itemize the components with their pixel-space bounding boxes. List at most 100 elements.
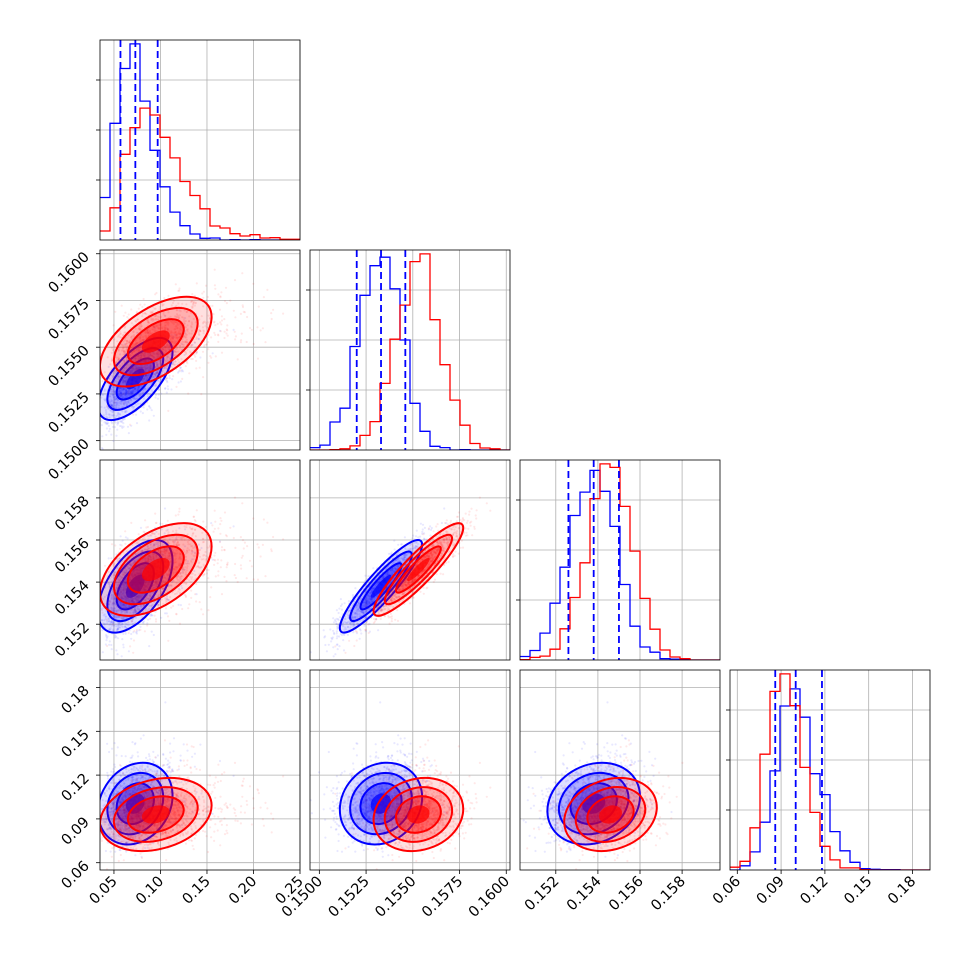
sample-point bbox=[165, 322, 168, 325]
sample-point bbox=[186, 328, 189, 331]
sample-point bbox=[155, 330, 158, 333]
sample-point bbox=[158, 359, 161, 362]
sample-point bbox=[147, 321, 150, 324]
sample-point bbox=[138, 325, 141, 328]
sample-point bbox=[154, 366, 157, 369]
sample-point bbox=[146, 321, 150, 324]
sample-point bbox=[137, 307, 140, 310]
sample-point bbox=[165, 366, 168, 369]
sample-point bbox=[156, 363, 159, 366]
sample-point bbox=[147, 332, 150, 335]
sample-point bbox=[110, 557, 113, 560]
sample-point bbox=[160, 347, 163, 350]
sample-point bbox=[117, 356, 120, 359]
sample-point bbox=[138, 328, 141, 331]
sample-point bbox=[256, 357, 260, 360]
sample-point bbox=[226, 324, 229, 327]
sample-point bbox=[138, 338, 142, 341]
sample-point bbox=[144, 376, 147, 379]
sample-point bbox=[168, 619, 171, 623]
sample-point bbox=[150, 367, 153, 370]
sample-point bbox=[140, 361, 143, 364]
sample-point bbox=[206, 295, 209, 299]
sample-point bbox=[132, 366, 135, 369]
sample-point bbox=[190, 344, 193, 347]
sample-point bbox=[130, 308, 133, 311]
sample-point bbox=[205, 343, 208, 346]
sample-point bbox=[114, 379, 117, 382]
sample-point bbox=[131, 368, 134, 371]
sample-point bbox=[198, 329, 202, 333]
sample-point bbox=[115, 361, 118, 364]
sample-point bbox=[132, 350, 136, 353]
sample-point bbox=[205, 569, 208, 572]
sample-point bbox=[185, 340, 188, 343]
sample-point bbox=[176, 336, 179, 339]
sample-point bbox=[111, 400, 114, 403]
sample-point bbox=[112, 439, 115, 443]
sample-point bbox=[116, 375, 119, 378]
sample-point bbox=[114, 416, 117, 420]
histogram-blue bbox=[520, 469, 720, 660]
sample-point bbox=[146, 622, 149, 625]
sample-point bbox=[191, 293, 194, 296]
sample-point bbox=[135, 367, 138, 370]
sample-point bbox=[119, 332, 122, 335]
sample-point bbox=[223, 549, 226, 552]
sample-point bbox=[143, 378, 146, 381]
sample-point bbox=[108, 430, 111, 433]
sample-point bbox=[232, 536, 235, 540]
sample-point bbox=[143, 354, 146, 357]
sample-point bbox=[150, 409, 153, 412]
sample-point bbox=[156, 353, 159, 356]
sample-point bbox=[142, 338, 145, 341]
sample-point bbox=[178, 287, 181, 290]
sample-point bbox=[155, 366, 158, 369]
sample-point bbox=[241, 554, 244, 558]
sample-point bbox=[153, 325, 156, 328]
sample-point bbox=[149, 354, 152, 357]
sample-point bbox=[184, 341, 187, 344]
sample-point bbox=[146, 330, 149, 333]
sample-point bbox=[134, 338, 138, 341]
sample-point bbox=[119, 535, 122, 538]
sample-point bbox=[170, 304, 173, 307]
sample-point bbox=[173, 363, 177, 366]
sample-point bbox=[137, 387, 141, 390]
sample-point bbox=[233, 496, 237, 499]
sample-point bbox=[139, 402, 142, 405]
sample-point bbox=[112, 385, 115, 388]
sample-point bbox=[166, 321, 169, 324]
y-tick-label: 0.1500 bbox=[46, 436, 93, 483]
sample-point bbox=[122, 381, 125, 384]
histogram-layer bbox=[730, 670, 930, 870]
sample-point bbox=[125, 395, 128, 398]
sample-point bbox=[142, 389, 145, 392]
sample-point bbox=[181, 343, 184, 346]
sample-point bbox=[122, 346, 125, 350]
sample-point bbox=[232, 309, 235, 312]
sample-point bbox=[140, 392, 143, 395]
sample-point bbox=[124, 394, 127, 397]
sample-point bbox=[97, 612, 99, 614]
sample-point bbox=[136, 355, 139, 358]
sample-point bbox=[130, 424, 133, 427]
sample-point bbox=[170, 606, 173, 609]
sample-point bbox=[165, 357, 169, 360]
sample-point bbox=[155, 363, 158, 366]
sample-point bbox=[122, 369, 126, 372]
sample-point bbox=[177, 370, 180, 373]
sample-point bbox=[177, 331, 180, 335]
sample-point bbox=[219, 566, 222, 569]
sample-point bbox=[143, 338, 146, 341]
sample-point bbox=[138, 366, 141, 370]
sample-point bbox=[188, 320, 191, 323]
sample-point bbox=[129, 392, 132, 395]
sample-point bbox=[147, 321, 151, 325]
sample-point bbox=[113, 338, 116, 341]
sample-point bbox=[105, 427, 108, 430]
sample-point bbox=[142, 354, 145, 357]
sample-point bbox=[123, 361, 126, 364]
sample-point bbox=[241, 539, 245, 542]
sample-point bbox=[154, 512, 157, 515]
